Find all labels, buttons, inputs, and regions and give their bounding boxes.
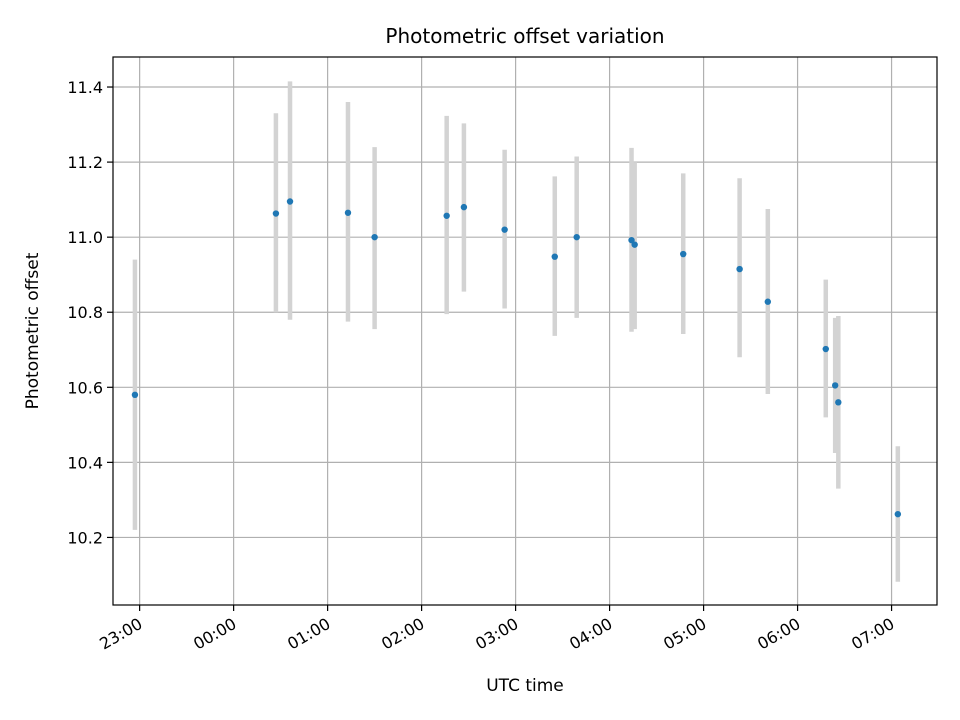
y-axis-label: Photometric offset [23, 252, 43, 409]
data-point [680, 250, 687, 258]
x-tick-label: 04:00 [566, 614, 615, 654]
data-point [894, 510, 902, 518]
error-bars [132, 81, 901, 582]
x-tick-label: 06:00 [754, 614, 803, 654]
x-tick-label: 03:00 [472, 614, 521, 654]
grid [113, 57, 937, 605]
y-axis-ticks: 10.2 10.4 10.6 10.8 11.0 11.2 11.4 [67, 78, 113, 547]
y-tick-label: 11.4 [67, 78, 103, 97]
x-tick-label: 23:00 [96, 614, 145, 654]
data-point [835, 399, 842, 406]
data-point [736, 265, 743, 273]
data-point [631, 241, 638, 248]
y-tick-label: 11.2 [67, 153, 103, 172]
y-tick-label: 10.8 [67, 303, 103, 322]
data-point [764, 298, 772, 305]
y-tick-label: 10.2 [67, 528, 103, 547]
x-axis-label: UTC time [486, 676, 564, 696]
y-tick-label: 10.6 [67, 378, 103, 397]
data-points [131, 198, 902, 518]
y-tick-label: 11.0 [67, 228, 103, 247]
data-point [272, 210, 280, 217]
x-axis-ticks: 23:00 00:00 01:00 02:00 03:00 04:00 05:00 06:00… [96, 605, 898, 654]
data-point [286, 198, 294, 205]
chart-title: Photometric offset variation [385, 24, 664, 48]
x-tick-label: 00:00 [190, 614, 239, 654]
data-point [344, 209, 352, 216]
data-point [822, 345, 829, 353]
data-point [628, 236, 635, 244]
data-point [551, 253, 558, 260]
data-point [131, 391, 139, 399]
y-tick-label: 10.4 [67, 453, 103, 472]
x-tick-label: 01:00 [284, 614, 333, 654]
plot-frame [112, 56, 938, 606]
data-point [573, 233, 580, 241]
x-tick-label: 05:00 [660, 614, 709, 654]
x-tick-label: 02:00 [378, 614, 427, 654]
x-tick-label: 07:00 [848, 614, 897, 654]
data-point [443, 212, 450, 219]
data-point [460, 203, 468, 211]
data-point [371, 233, 378, 241]
data-point [831, 382, 839, 389]
data-point [501, 226, 508, 233]
